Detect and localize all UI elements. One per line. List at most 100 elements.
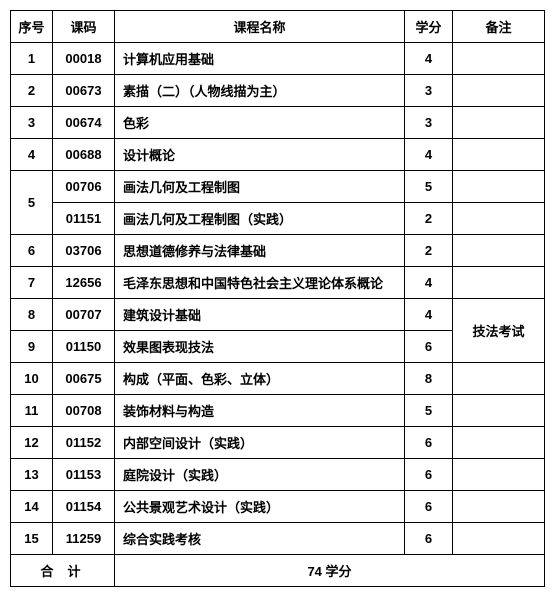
table-row: 1201152内部空间设计（实践）6	[11, 427, 545, 459]
cell-credit: 4	[405, 267, 453, 299]
cell-name: 画法几何及工程制图（实践）	[115, 203, 405, 235]
cell-name: 效果图表现技法	[115, 331, 405, 363]
cell-idx: 10	[11, 363, 53, 395]
table-row: 1301153庭院设计（实践）6	[11, 459, 545, 491]
total-value: 74 学分	[115, 555, 545, 587]
cell-note	[453, 107, 545, 139]
cell-idx: 12	[11, 427, 53, 459]
cell-name: 构成（平面、色彩、立体）	[115, 363, 405, 395]
cell-idx: 2	[11, 75, 53, 107]
cell-idx: 14	[11, 491, 53, 523]
cell-idx: 1	[11, 43, 53, 75]
cell-name: 建筑设计基础	[115, 299, 405, 331]
cell-code: 03706	[53, 235, 115, 267]
cell-credit: 3	[405, 75, 453, 107]
header-name: 课程名称	[115, 11, 405, 43]
cell-note	[453, 203, 545, 235]
cell-note	[453, 459, 545, 491]
cell-code: 00688	[53, 139, 115, 171]
cell-code: 01152	[53, 427, 115, 459]
cell-code: 00673	[53, 75, 115, 107]
cell-note	[453, 139, 545, 171]
table-row: 500706画法几何及工程制图5	[11, 171, 545, 203]
table-row: 300674色彩3	[11, 107, 545, 139]
cell-code: 01153	[53, 459, 115, 491]
cell-idx: 3	[11, 107, 53, 139]
header-note: 备注	[453, 11, 545, 43]
cell-note	[453, 43, 545, 75]
cell-note	[453, 171, 545, 203]
cell-idx: 6	[11, 235, 53, 267]
cell-idx: 13	[11, 459, 53, 491]
cell-credit: 6	[405, 331, 453, 363]
cell-name: 画法几何及工程制图	[115, 171, 405, 203]
table-row: 200673素描（二）（人物线描为主）3	[11, 75, 545, 107]
cell-code: 01154	[53, 491, 115, 523]
cell-code: 00018	[53, 43, 115, 75]
table-body: 100018计算机应用基础4200673素描（二）（人物线描为主）3300674…	[11, 43, 545, 555]
cell-code: 01150	[53, 331, 115, 363]
table-row: 800707建筑设计基础4技法考试	[11, 299, 545, 331]
cell-code: 00674	[53, 107, 115, 139]
cell-idx: 11	[11, 395, 53, 427]
cell-note	[453, 427, 545, 459]
cell-code: 00706	[53, 171, 115, 203]
cell-name: 庭院设计（实践）	[115, 459, 405, 491]
table-row: 1511259综合实践考核6	[11, 523, 545, 555]
cell-credit: 6	[405, 523, 453, 555]
cell-credit: 5	[405, 171, 453, 203]
table-header-row: 序号 课码 课程名称 学分 备注	[11, 11, 545, 43]
cell-note	[453, 491, 545, 523]
table-row: 1100708装饰材料与构造5	[11, 395, 545, 427]
cell-credit: 6	[405, 427, 453, 459]
cell-credit: 4	[405, 43, 453, 75]
cell-code: 01151	[53, 203, 115, 235]
cell-name: 公共景观艺术设计（实践）	[115, 491, 405, 523]
table-total-row: 合计 74 学分	[11, 555, 545, 587]
cell-code: 00708	[53, 395, 115, 427]
cell-credit: 6	[405, 491, 453, 523]
cell-note	[453, 267, 545, 299]
cell-credit: 2	[405, 203, 453, 235]
cell-code: 00707	[53, 299, 115, 331]
header-credit: 学分	[405, 11, 453, 43]
cell-credit: 6	[405, 459, 453, 491]
cell-idx: 15	[11, 523, 53, 555]
cell-credit: 4	[405, 139, 453, 171]
cell-note	[453, 75, 545, 107]
cell-credit: 3	[405, 107, 453, 139]
cell-name: 思想道德修养与法律基础	[115, 235, 405, 267]
cell-credit: 5	[405, 395, 453, 427]
cell-idx: 9	[11, 331, 53, 363]
table-row: 712656毛泽东思想和中国特色社会主义理论体系概论4	[11, 267, 545, 299]
cell-credit: 4	[405, 299, 453, 331]
table-row: 400688设计概论4	[11, 139, 545, 171]
total-label: 合计	[11, 555, 115, 587]
course-table: 序号 课码 课程名称 学分 备注 100018计算机应用基础4200673素描（…	[10, 10, 545, 587]
cell-name: 素描（二）（人物线描为主）	[115, 75, 405, 107]
cell-idx: 7	[11, 267, 53, 299]
cell-credit: 8	[405, 363, 453, 395]
cell-name: 装饰材料与构造	[115, 395, 405, 427]
cell-name: 综合实践考核	[115, 523, 405, 555]
table-row: 603706思想道德修养与法律基础2	[11, 235, 545, 267]
cell-code: 11259	[53, 523, 115, 555]
cell-name: 色彩	[115, 107, 405, 139]
cell-note	[453, 235, 545, 267]
table-row: 100018计算机应用基础4	[11, 43, 545, 75]
cell-note	[453, 523, 545, 555]
cell-code: 12656	[53, 267, 115, 299]
cell-idx: 5	[11, 171, 53, 235]
cell-note	[453, 395, 545, 427]
cell-name: 设计概论	[115, 139, 405, 171]
table-row: 1401154公共景观艺术设计（实践）6	[11, 491, 545, 523]
cell-note: 技法考试	[453, 299, 545, 363]
cell-name: 毛泽东思想和中国特色社会主义理论体系概论	[115, 267, 405, 299]
table-row: 1000675构成（平面、色彩、立体）8	[11, 363, 545, 395]
cell-code: 00675	[53, 363, 115, 395]
cell-name: 内部空间设计（实践）	[115, 427, 405, 459]
cell-idx: 4	[11, 139, 53, 171]
cell-name: 计算机应用基础	[115, 43, 405, 75]
cell-credit: 2	[405, 235, 453, 267]
cell-idx: 8	[11, 299, 53, 331]
